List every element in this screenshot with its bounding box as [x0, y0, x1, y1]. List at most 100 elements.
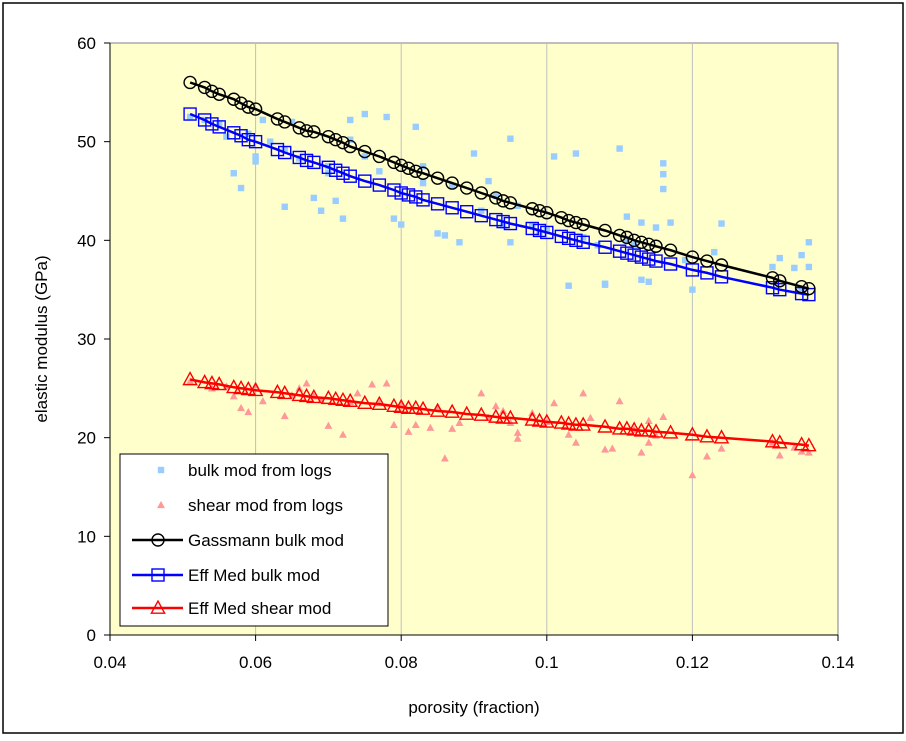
data-point [342, 392, 359, 408]
data-point [503, 216, 518, 231]
data-point [440, 454, 449, 462]
data-point [513, 434, 522, 442]
data-point [441, 232, 449, 239]
data-point [339, 215, 347, 222]
data-point [227, 92, 241, 106]
data-point [371, 395, 388, 410]
data-point [711, 248, 718, 256]
y-tick-label: 50 [77, 133, 96, 152]
data-point [502, 409, 519, 424]
data-point [553, 414, 570, 429]
data-point [409, 190, 423, 204]
series-line [189, 81, 810, 290]
data-point [491, 401, 500, 410]
data-point [525, 202, 539, 216]
data-point [382, 379, 391, 387]
legend-marker [157, 466, 165, 474]
data-point [324, 421, 333, 429]
data-point [769, 263, 776, 271]
data-point [361, 153, 368, 160]
data-point [419, 163, 427, 170]
data-point [229, 392, 238, 400]
data-point [640, 422, 657, 437]
data-point [660, 185, 667, 193]
data-point [684, 426, 701, 441]
data-point [321, 130, 336, 144]
data-point [507, 239, 514, 246]
data-point [802, 281, 816, 296]
legend-marker [150, 599, 166, 614]
data-point [681, 256, 689, 264]
data-point [637, 448, 646, 456]
data-point [543, 227, 550, 234]
data-point [278, 145, 292, 160]
data-point [561, 213, 576, 228]
data-point [455, 418, 464, 426]
data-point [598, 223, 612, 238]
data-point [773, 282, 787, 297]
data-point [663, 243, 678, 257]
data-point [634, 250, 649, 264]
y-tick-label: 0 [87, 626, 96, 645]
data-point [663, 257, 678, 271]
data-point [791, 264, 798, 272]
data-point [798, 286, 805, 293]
data-point [197, 80, 212, 95]
data-point [689, 286, 696, 293]
legend-marker [151, 533, 165, 547]
data-point [387, 155, 401, 170]
data-point [685, 250, 700, 264]
data-point [216, 120, 223, 128]
data-point [376, 168, 383, 175]
data-point [645, 278, 652, 285]
data-point [347, 136, 354, 143]
data-point [644, 438, 653, 446]
data-point [601, 281, 609, 288]
data-point [489, 191, 503, 205]
data-point [404, 427, 413, 435]
data-point [416, 166, 430, 180]
data-point [212, 87, 226, 102]
data-point [524, 411, 541, 426]
data-point [718, 220, 725, 227]
data-point [321, 160, 336, 175]
data-point [531, 412, 548, 427]
data-point [302, 379, 311, 387]
legend-label: Eff Med shear mod [188, 599, 331, 618]
data-point [456, 239, 463, 246]
data-point [496, 194, 510, 208]
data-point [416, 193, 430, 207]
data-point [225, 378, 242, 394]
data-point [205, 84, 219, 99]
data-point [212, 120, 226, 134]
data-point [197, 113, 212, 127]
data-point [649, 239, 663, 253]
data-point [298, 387, 315, 403]
series-eff-med-shear-mod [182, 371, 817, 452]
x-tick-label: 0.14 [821, 653, 854, 672]
data-point [564, 430, 573, 438]
data-point [358, 144, 372, 159]
data-point [608, 444, 617, 452]
data-point [627, 248, 641, 262]
data-point [241, 132, 256, 147]
data-point [204, 375, 220, 390]
data-point [550, 398, 559, 407]
data-point [489, 212, 503, 227]
data-point [561, 231, 576, 246]
data-point [398, 221, 405, 228]
data-point [291, 386, 308, 402]
data-point [597, 418, 613, 433]
y-tick-label: 30 [77, 330, 96, 349]
legend-item: shear mod from logs [157, 496, 343, 515]
data-point [775, 451, 784, 459]
legend-item: Eff Med shear mod [132, 599, 331, 618]
data-point [196, 374, 213, 389]
data-point [389, 420, 398, 428]
data-point [368, 380, 377, 388]
data-point [430, 171, 445, 185]
data-point [649, 254, 663, 268]
data-point [247, 381, 264, 397]
y-tick-label: 40 [77, 231, 96, 250]
